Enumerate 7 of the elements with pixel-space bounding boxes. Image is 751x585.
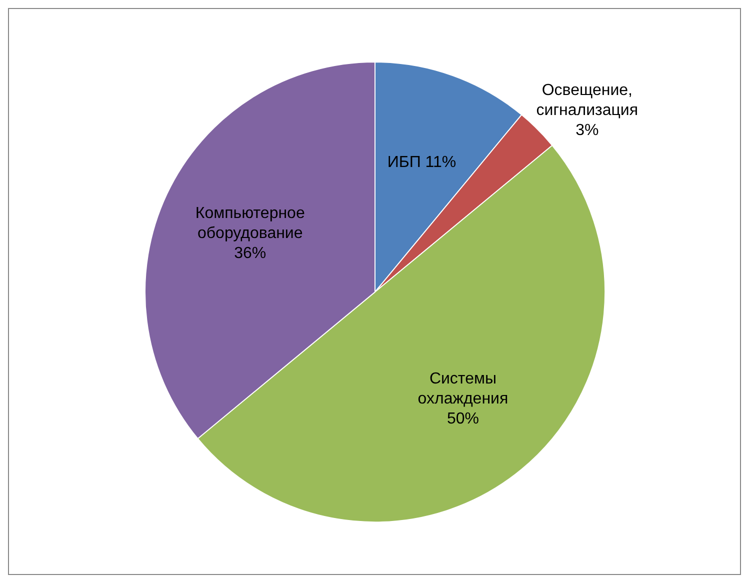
slice-label: Компьютерное оборудование <box>195 205 305 242</box>
slice-label: ИБП 11% <box>387 154 456 172</box>
slice-label: Системы охлаждения <box>418 370 508 408</box>
slice-label: Освещение, сигнализация <box>536 82 638 119</box>
data-label: 36% <box>234 245 266 262</box>
data-label: 3% <box>576 122 599 139</box>
data-label: 50% <box>446 410 479 428</box>
